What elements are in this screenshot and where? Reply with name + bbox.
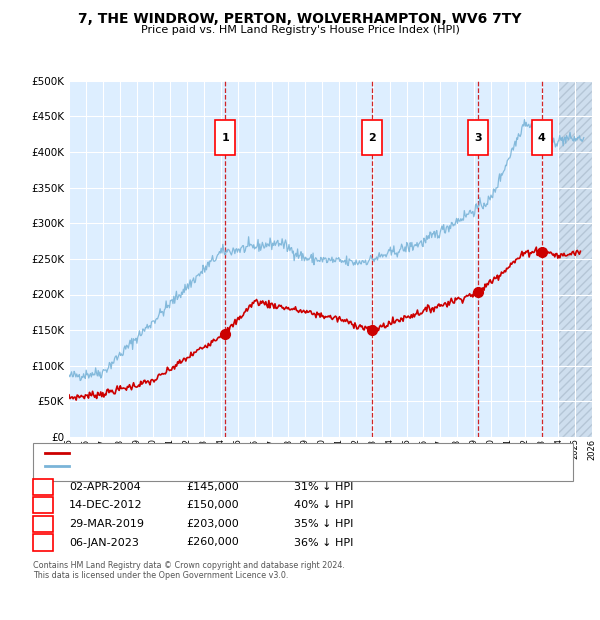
Text: 36% ↓ HPI: 36% ↓ HPI [294, 538, 353, 547]
FancyBboxPatch shape [362, 120, 382, 156]
Text: 35% ↓ HPI: 35% ↓ HPI [294, 519, 353, 529]
Text: Contains HM Land Registry data © Crown copyright and database right 2024.
This d: Contains HM Land Registry data © Crown c… [33, 561, 345, 580]
Text: HPI: Average price, detached house, South Staffordshire: HPI: Average price, detached house, Sout… [75, 461, 350, 471]
Text: 7, THE WINDROW, PERTON, WOLVERHAMPTON, WV6 7TY: 7, THE WINDROW, PERTON, WOLVERHAMPTON, W… [78, 12, 522, 27]
Text: 4: 4 [538, 133, 546, 143]
Text: 14-DEC-2012: 14-DEC-2012 [69, 500, 143, 510]
Text: £145,000: £145,000 [186, 482, 239, 492]
Text: 06-JAN-2023: 06-JAN-2023 [69, 538, 139, 547]
FancyBboxPatch shape [532, 120, 552, 156]
Text: 2: 2 [40, 500, 47, 510]
Text: 29-MAR-2019: 29-MAR-2019 [69, 519, 144, 529]
Text: 1: 1 [221, 133, 229, 143]
Text: 31% ↓ HPI: 31% ↓ HPI [294, 482, 353, 492]
Text: £260,000: £260,000 [186, 538, 239, 547]
Text: 7, THE WINDROW, PERTON, WOLVERHAMPTON, WV6 7TY (detached house): 7, THE WINDROW, PERTON, WOLVERHAMPTON, W… [75, 448, 443, 458]
Text: Price paid vs. HM Land Registry's House Price Index (HPI): Price paid vs. HM Land Registry's House … [140, 25, 460, 35]
Text: 3: 3 [40, 519, 47, 529]
Text: 1: 1 [40, 482, 47, 492]
Text: 02-APR-2004: 02-APR-2004 [69, 482, 141, 492]
FancyBboxPatch shape [468, 120, 488, 156]
Text: 40% ↓ HPI: 40% ↓ HPI [294, 500, 353, 510]
Text: £150,000: £150,000 [186, 500, 239, 510]
Text: £203,000: £203,000 [186, 519, 239, 529]
FancyBboxPatch shape [215, 120, 235, 156]
Bar [559, 81, 592, 437]
Text: 4: 4 [39, 538, 47, 547]
Text: 2: 2 [368, 133, 376, 143]
Text: 3: 3 [474, 133, 482, 143]
